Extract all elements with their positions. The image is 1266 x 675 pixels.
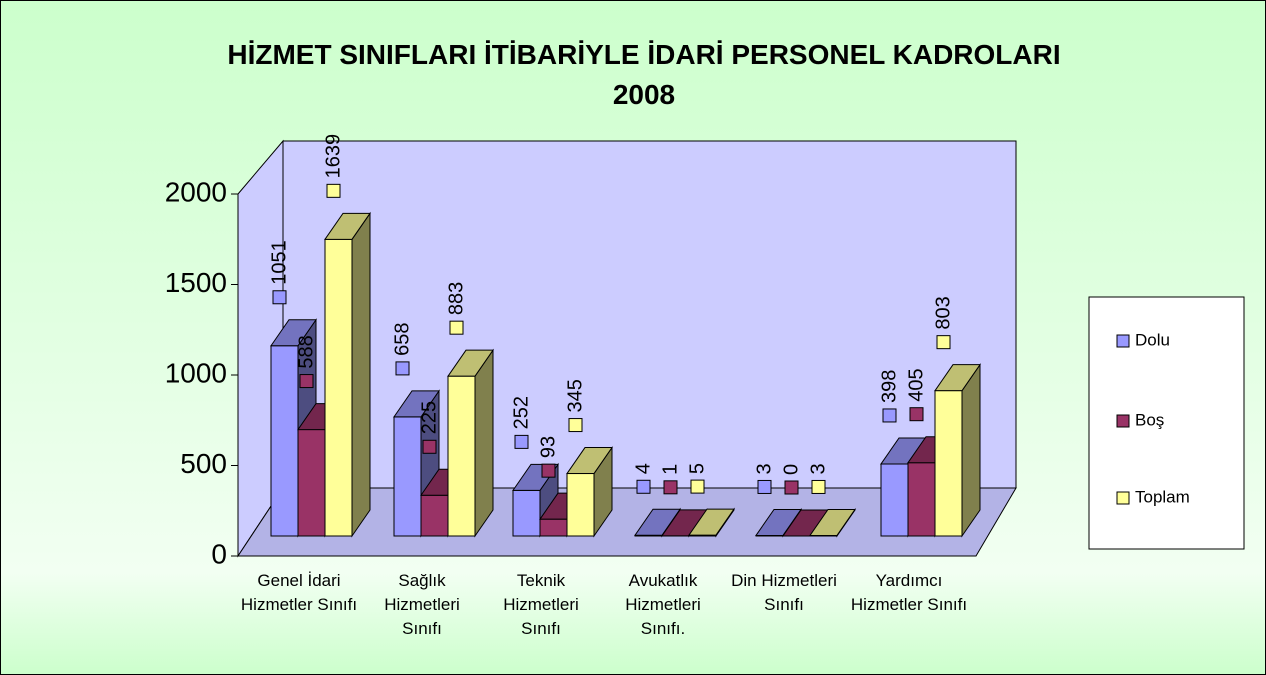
bar-front	[324, 238, 353, 537]
label-marker	[757, 479, 772, 494]
bar	[809, 507, 856, 538]
data-label: 3	[753, 463, 775, 474]
x-tick-label: Teknik Hizmetleri Sınıfı	[503, 571, 579, 638]
data-label: 4	[632, 463, 654, 474]
data-label: 345	[564, 379, 586, 412]
bar-side	[961, 363, 981, 538]
data-label: 1	[659, 464, 681, 475]
bar-front	[270, 345, 299, 537]
legend-swatch	[1116, 334, 1130, 348]
bar-top	[447, 349, 494, 377]
bar-front	[297, 429, 326, 537]
label-marker	[636, 479, 651, 494]
label-marker	[422, 439, 437, 454]
bar-front	[393, 416, 422, 537]
data-label: 252	[510, 396, 532, 429]
y-tick-label: 1000	[165, 357, 227, 388]
x-tick-label: Genel İdari Hizmetler Sınıfı	[240, 571, 358, 614]
bar-top	[270, 319, 317, 347]
label-marker	[568, 418, 583, 433]
label-marker	[784, 480, 799, 495]
data-label: 1051	[268, 240, 290, 285]
bar-top	[809, 508, 856, 536]
label-marker	[449, 320, 464, 335]
legend-swatch	[1116, 414, 1130, 428]
data-label: 658	[391, 323, 413, 356]
legend	[1088, 296, 1245, 550]
bar-front	[420, 494, 449, 537]
bar	[688, 507, 735, 538]
data-label: 883	[445, 282, 467, 315]
legend-label: Dolu	[1135, 330, 1170, 349]
label-marker	[326, 183, 341, 198]
label-marker	[882, 408, 897, 423]
label-marker	[690, 479, 705, 494]
data-label: 405	[905, 368, 927, 401]
bar-front	[566, 473, 595, 537]
data-label: 5	[686, 463, 708, 474]
bar-front	[539, 518, 568, 537]
bar-front	[934, 390, 963, 537]
data-label: 1639	[322, 134, 344, 179]
y-tick-label: 2000	[165, 176, 227, 207]
bar-top	[755, 508, 802, 536]
label-marker	[811, 479, 826, 494]
bar-front	[880, 463, 909, 537]
y-tick-label: 500	[180, 448, 227, 479]
chart-title: HİZMET SINIFLARI İTİBARİYLE İDARİ PERSON…	[227, 39, 1061, 110]
label-marker	[395, 361, 410, 376]
label-marker	[663, 480, 678, 495]
bar-top	[934, 364, 981, 392]
legend-swatch	[1116, 491, 1130, 505]
legend-label: Toplam	[1135, 487, 1190, 506]
bar	[324, 211, 371, 538]
bar-top	[566, 447, 613, 475]
y-tick-label: 0	[211, 538, 227, 569]
bar-top	[393, 390, 440, 418]
label-marker	[909, 407, 924, 422]
legend-label: Boş	[1135, 410, 1164, 429]
bar-top	[688, 508, 735, 536]
bar-side	[474, 348, 494, 538]
bar-front	[907, 462, 936, 537]
bar	[934, 363, 981, 538]
data-label: 588	[295, 335, 317, 368]
label-marker	[272, 290, 287, 305]
bar-side	[351, 211, 371, 538]
bar-top	[634, 508, 681, 536]
x-tick-label: Avukatlık Hizmetleri Sınıfı.	[625, 571, 701, 638]
data-label: 3	[807, 463, 829, 474]
label-marker	[299, 374, 314, 389]
bar	[447, 348, 494, 538]
bar-front	[512, 489, 541, 537]
data-label: 398	[878, 370, 900, 403]
x-tick-label: Din Hizmetleri Sınıfı	[731, 571, 837, 614]
label-marker	[936, 335, 951, 350]
bar-front	[447, 375, 476, 537]
bar	[566, 445, 613, 538]
x-tick-label: Yardımcı Hizmetler Sınıfı	[850, 571, 968, 614]
x-tick-label: Sağlık Hizmetleri Sınıfı	[384, 571, 460, 638]
bar-top	[324, 212, 371, 240]
data-label: 803	[932, 296, 954, 329]
y-tick-label: 1500	[165, 267, 227, 298]
label-marker	[514, 434, 529, 449]
data-label: 93	[537, 436, 559, 458]
data-label: 225	[418, 401, 440, 434]
label-marker	[541, 463, 556, 478]
data-label: 0	[780, 464, 802, 475]
back-wall	[282, 140, 1017, 489]
